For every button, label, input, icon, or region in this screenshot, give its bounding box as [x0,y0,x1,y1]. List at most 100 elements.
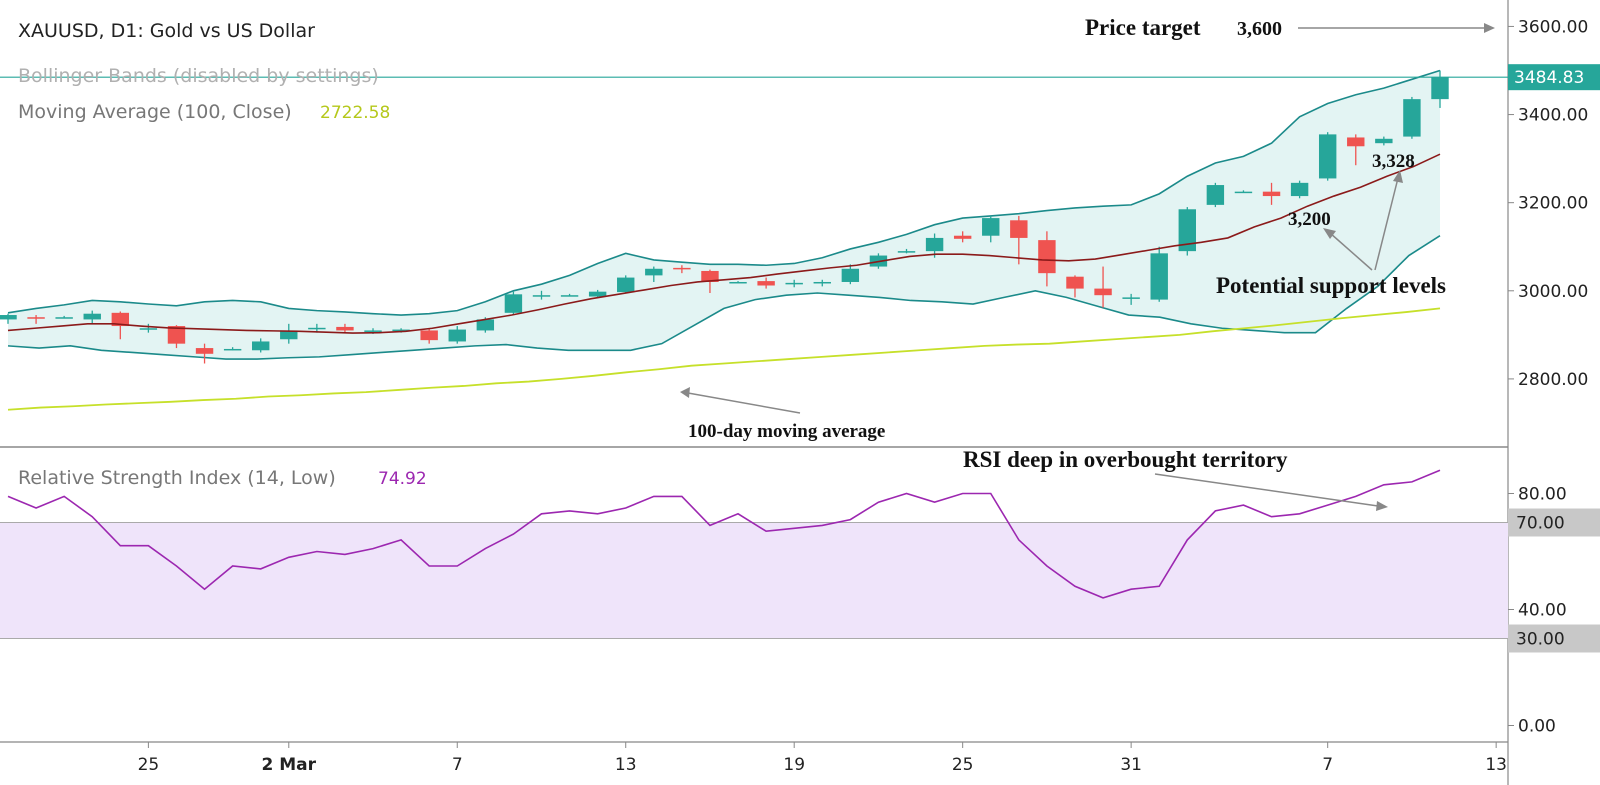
price-target-label: Price target [1085,15,1201,40]
candle-body [560,295,579,297]
candle-body [1290,182,1309,197]
candle-body [448,329,466,342]
price-tick-label: 3000.00 [1518,282,1588,302]
candle-body [982,218,1000,236]
candle-body [588,291,607,297]
candle-body [1234,191,1253,194]
ma-note-arrow [687,392,801,414]
candle-body [1122,297,1140,299]
price-target-arrowhead [1484,23,1495,33]
time-tick-label: 25 [138,755,160,775]
candle-body [308,327,326,330]
candle-body [1431,77,1449,100]
support-arrowhead-3200 [1323,228,1336,239]
candle-body [139,328,158,330]
ma-note-arrowhead [680,387,690,398]
candle-body [532,295,551,297]
time-tick-label: 13 [1485,755,1507,775]
level-3328-label: 3,328 [1372,151,1415,172]
rsi-70-badge [1508,508,1600,537]
overlay-lines [7,153,1441,411]
rsi-tick-label: 80.00 [1518,485,1567,505]
time-tick-label: 7 [1322,755,1333,775]
candle-body [195,348,214,354]
support-levels-label: Potential support levels [1216,273,1446,298]
last-price-badge[interactable] [1508,64,1600,91]
axis-ticks: 2800.00 3000.00 3200.00 3400.00 3600.00 0.00 4… [138,17,1589,775]
rsi-note-arrowhead [1376,501,1388,511]
candle-body [280,330,298,340]
rsi-tick-label: 0.00 [1518,717,1556,737]
candle-body [83,313,101,320]
chart-title: XAUUSD, D1: Gold vs US Dollar [18,20,315,42]
rsi-legend-value: 74.92 [378,469,427,489]
rsi-30-badge-label: 30.00 [1516,630,1565,650]
candle-body [645,268,663,276]
candle-body [729,281,747,284]
ma-legend-value: 2722.58 [320,103,390,123]
candle-body [1150,253,1168,300]
time-tick-label: 19 [783,755,805,775]
candle-body [925,237,944,252]
candle-body [0,315,17,320]
candle-body [701,270,719,282]
ma100-line [7,307,1441,411]
time-tick-label: 25 [952,755,974,775]
support-arrow-3200 [1329,232,1373,271]
rsi-legend[interactable]: Relative Strength Index (14, Low) [18,467,336,489]
bollinger-mid-line [7,153,1441,334]
candle-body [1262,191,1281,197]
rsi-note-arrow [1154,473,1379,507]
price-tick-label: 3600.00 [1518,17,1588,37]
candle-body [364,330,382,332]
rsi-series [7,469,1441,599]
time-tick-label: 13 [615,755,637,775]
rsi-30-badge [1508,624,1600,653]
candle-body [1178,209,1196,252]
candle-body [504,294,523,313]
bollinger-legend[interactable]: Bollinger Bands (disabled by settings) [18,65,379,87]
candle-body [1206,185,1225,205]
last-price-badge-label: 3484.83 [1514,68,1584,88]
ma-legend[interactable]: Moving Average (100, Close) [18,101,292,123]
level-3200-label: 3,200 [1288,209,1331,230]
ma-note-label: 100-day moving average [688,421,885,442]
candle-body [1094,288,1112,296]
price-tick-label: 2800.00 [1518,370,1588,390]
time-tick-label: 2 Mar [262,755,317,775]
candle-body [673,267,691,270]
candle-body [1038,240,1056,274]
candle-body [1375,138,1393,144]
candle-body [167,326,186,344]
candle-body [476,319,495,331]
support-arrowhead-3328 [1393,170,1403,183]
bollinger-upper-line [7,69,1441,316]
rsi-tick-label: 40.00 [1518,601,1567,621]
candle-body [953,235,972,239]
time-tick-label: 7 [452,755,463,775]
candle-body [757,281,775,286]
candle-body [841,268,860,282]
bollinger-lower-line [7,235,1441,360]
candle-body [785,282,803,285]
candle-body [223,348,242,351]
price-target-value: 3,600 [1237,18,1282,40]
candle-body [55,317,73,319]
price-tick-label: 3200.00 [1518,194,1588,214]
candle-body [392,329,410,332]
candle-body [336,326,354,331]
candle-body [1318,134,1337,179]
price-tick-label: 3400.00 [1518,106,1588,126]
candle-body [813,281,831,284]
candle-body [27,317,45,319]
support-arrow-3328 [1374,177,1399,271]
candle-body [420,330,438,341]
candle-body [1403,99,1421,137]
candle-body [1010,220,1028,238]
rsi-70-badge-label: 70.00 [1516,514,1565,534]
rsi-line [7,469,1441,599]
candle-body [111,312,130,327]
rsi-overbought-oversold-zone [0,522,1508,639]
candle-body [897,251,916,253]
